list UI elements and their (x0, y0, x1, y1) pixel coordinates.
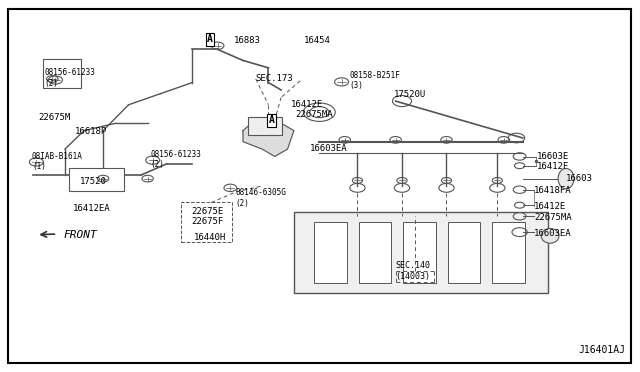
FancyBboxPatch shape (248, 117, 282, 135)
Text: 22675M: 22675M (38, 113, 70, 122)
Text: 16412E: 16412E (534, 202, 566, 211)
Text: 22675MA: 22675MA (534, 213, 572, 222)
Text: SEC.173: SEC.173 (256, 74, 293, 83)
FancyBboxPatch shape (492, 222, 525, 283)
FancyBboxPatch shape (314, 222, 347, 283)
Text: J16401AJ: J16401AJ (579, 345, 626, 355)
FancyBboxPatch shape (69, 168, 124, 191)
Text: 16603E: 16603E (537, 152, 569, 161)
Text: 08158-B251F
(3): 08158-B251F (3) (350, 71, 401, 90)
Text: 16454: 16454 (303, 36, 330, 45)
FancyBboxPatch shape (43, 59, 81, 88)
FancyBboxPatch shape (359, 222, 391, 283)
Text: 16603EA: 16603EA (534, 229, 572, 238)
FancyBboxPatch shape (448, 222, 480, 283)
Text: 08156-61233
(2): 08156-61233 (2) (151, 150, 202, 169)
Text: SEC.140
(14003): SEC.140 (14003) (396, 261, 431, 280)
Text: 16412F: 16412F (537, 162, 569, 171)
Text: 16618P: 16618P (74, 127, 107, 136)
Text: A: A (269, 115, 275, 125)
Text: 17520: 17520 (79, 177, 106, 186)
FancyBboxPatch shape (294, 212, 548, 293)
Text: 22675MA: 22675MA (295, 109, 333, 119)
Polygon shape (243, 119, 294, 157)
Text: 16418FA: 16418FA (534, 186, 572, 195)
Text: FRONT: FRONT (64, 230, 97, 240)
Text: 17520U: 17520U (394, 90, 426, 99)
Text: 22675F: 22675F (191, 217, 223, 225)
Ellipse shape (558, 169, 574, 189)
Text: 22675E: 22675E (191, 207, 223, 217)
Text: 16603: 16603 (566, 174, 593, 183)
Text: 16412EA: 16412EA (72, 203, 110, 213)
FancyBboxPatch shape (403, 222, 436, 283)
Text: 16883: 16883 (234, 36, 260, 45)
Text: 08IAB-B161A
(1): 08IAB-B161A (1) (32, 152, 83, 171)
Text: 08146-6305G
(2): 08146-6305G (2) (236, 188, 286, 208)
Text: 16603EA: 16603EA (310, 144, 348, 153)
Text: 08156-61233
(2): 08156-61233 (2) (45, 68, 95, 87)
Text: 16412E: 16412E (291, 100, 323, 109)
Text: 16440H: 16440H (193, 233, 226, 242)
Ellipse shape (541, 228, 559, 243)
Text: A: A (207, 34, 213, 44)
